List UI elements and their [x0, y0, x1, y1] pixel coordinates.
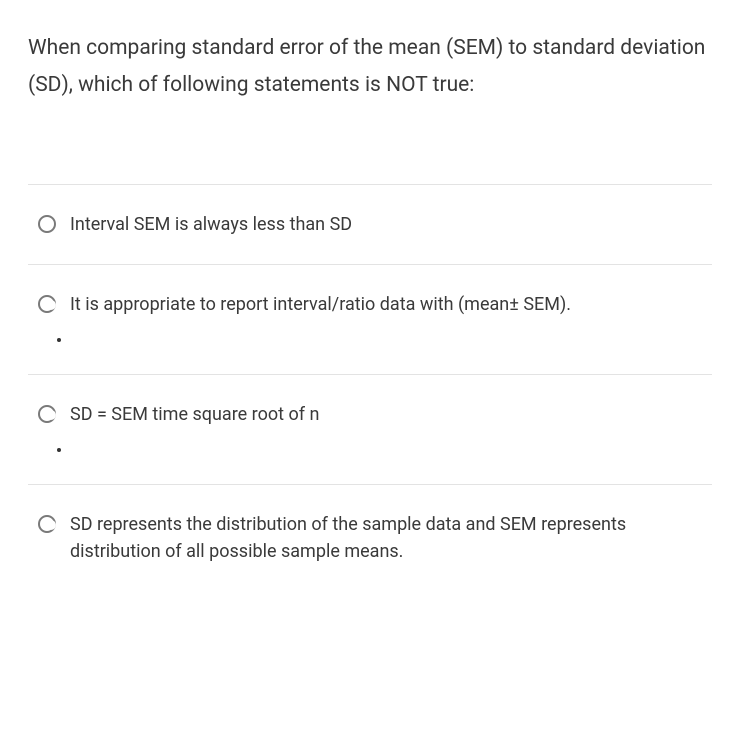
option-label: It is appropriate to report interval/rat…	[70, 291, 712, 318]
option-row[interactable]: Interval SEM is always less than SD	[28, 184, 712, 264]
radio-icon[interactable]	[38, 405, 56, 423]
option-body: SD = SEM time square root of n	[70, 401, 712, 458]
option-body: It is appropriate to report interval/rat…	[70, 291, 712, 348]
option-label: SD represents the distribution of the sa…	[70, 511, 712, 565]
option-label: SD = SEM time square root of n	[70, 401, 712, 428]
option-row[interactable]: SD = SEM time square root of n	[28, 374, 712, 484]
option-subbullet	[72, 442, 712, 458]
option-row[interactable]: SD represents the distribution of the sa…	[28, 484, 712, 591]
option-subbullet	[72, 332, 712, 348]
option-body: SD represents the distribution of the sa…	[70, 511, 712, 565]
options-list: Interval SEM is always less than SD It i…	[28, 184, 712, 591]
radio-icon[interactable]	[38, 515, 56, 533]
option-label: Interval SEM is always less than SD	[70, 211, 712, 238]
radio-icon[interactable]	[38, 215, 56, 233]
option-row[interactable]: It is appropriate to report interval/rat…	[28, 264, 712, 374]
question-text: When comparing standard error of the mea…	[28, 30, 712, 104]
option-body: Interval SEM is always less than SD	[70, 211, 712, 238]
radio-icon[interactable]	[38, 295, 56, 313]
